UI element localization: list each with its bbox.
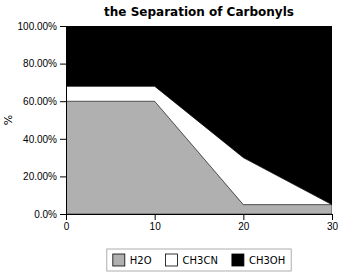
x-axis-line xyxy=(67,215,333,221)
y-tick: 0.0% xyxy=(34,209,66,220)
legend-label: H2O xyxy=(130,255,152,266)
x-tick-label: 10 xyxy=(150,221,162,232)
y-axis-line xyxy=(60,27,67,215)
x-tick-mark xyxy=(155,214,156,220)
y-tick-mark xyxy=(60,101,66,102)
y-tick-mark xyxy=(60,64,66,65)
y-tick: 40.00% xyxy=(23,134,66,145)
legend-swatch xyxy=(166,254,178,266)
areas xyxy=(66,26,332,214)
legend-item: H2O xyxy=(113,254,152,266)
y-axis-title: % xyxy=(2,115,15,125)
legend-label: CH3OH xyxy=(249,255,285,266)
legend-swatch xyxy=(232,254,244,266)
title: the Separation of Carbonyls xyxy=(104,5,294,19)
x-tick: 30 xyxy=(327,214,339,232)
y-tick: 100.00% xyxy=(18,21,66,32)
chart: 0 10 20 30 0.0% 20.00% 40.00% 60.00% 80.00% 100.0… xyxy=(0,0,348,276)
x-tick-label: 0 xyxy=(64,221,70,232)
y-tick-label: 20.00% xyxy=(23,171,57,182)
y-tick: 80.00% xyxy=(23,58,66,69)
x-tick: 0 xyxy=(64,214,70,232)
x-tick: 20 xyxy=(238,214,250,232)
area xyxy=(66,26,332,205)
legend-item: CH3CN xyxy=(166,254,218,266)
legend-swatch xyxy=(113,254,125,266)
y-tick-mark xyxy=(60,176,66,177)
legend: H2O CH3CN CH3OH xyxy=(107,249,291,271)
x-tick-mark xyxy=(332,214,333,220)
y-tick-label: 80.00% xyxy=(23,58,57,69)
x-axis: 0 10 20 30 xyxy=(64,214,339,232)
y-tick: 60.00% xyxy=(23,96,66,107)
legend-item: CH3OH xyxy=(232,254,285,266)
y-axis: 0.0% 20.00% 40.00% 60.00% 80.00% 100.00% xyxy=(18,21,67,220)
y-tick-mark xyxy=(60,139,66,140)
y-tick-mark xyxy=(60,26,66,27)
y-tick-mark xyxy=(60,214,66,215)
x-tick: 10 xyxy=(150,214,162,232)
y-tick: 20.00% xyxy=(23,171,66,182)
y-tick-label: 0.0% xyxy=(34,209,57,220)
plot: 0 10 20 30 0.0% 20.00% 40.00% 60.00% 80.00% 100.0… xyxy=(18,21,339,232)
y-tick-label: 60.00% xyxy=(23,96,57,107)
legend-frame xyxy=(107,249,291,271)
legend-label: CH3CN xyxy=(183,255,218,266)
x-tick-label: 30 xyxy=(327,221,339,232)
x-tick-label: 20 xyxy=(238,221,250,232)
y-tick-label: 40.00% xyxy=(23,134,57,145)
x-tick-mark xyxy=(243,214,244,220)
y-tick-label: 100.00% xyxy=(18,21,58,32)
